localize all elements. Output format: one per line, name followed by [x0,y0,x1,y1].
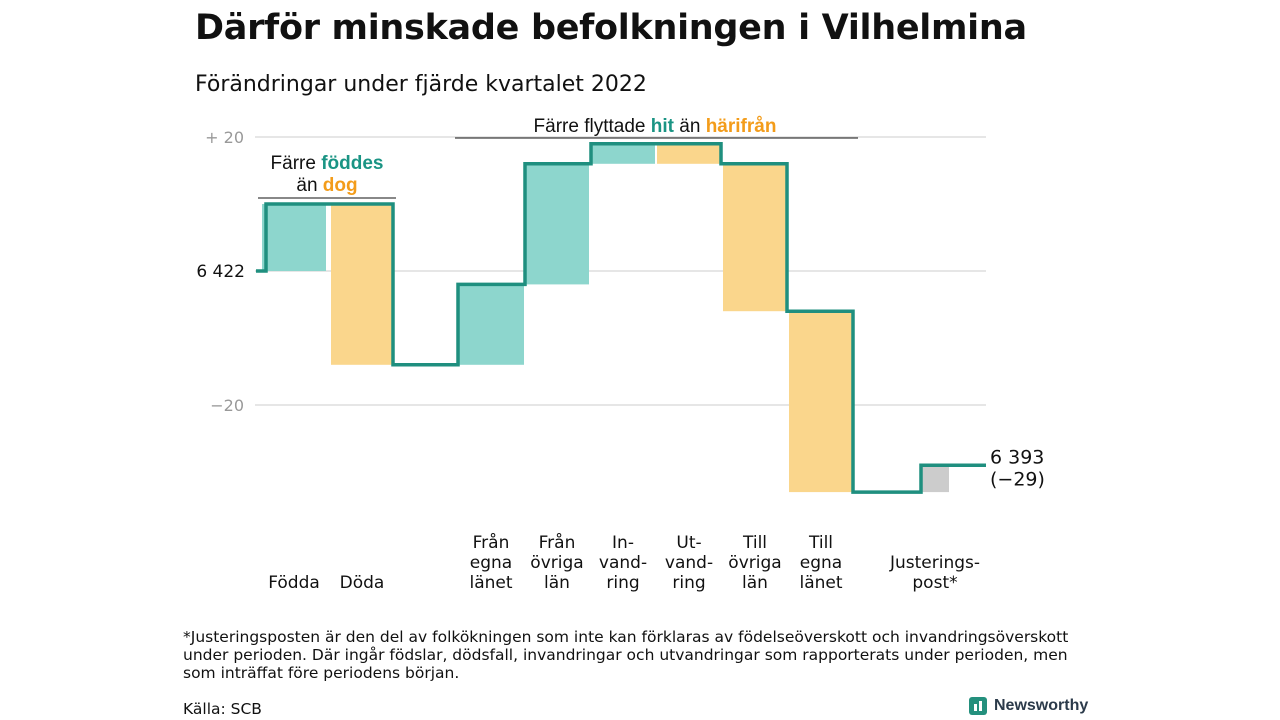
waterfall-bar [789,311,853,493]
chart-title: Därför minskade befolkningen i Vilhelmin… [195,8,1027,48]
x-category-label: övriga [728,553,781,573]
waterfall-bar [723,163,787,312]
brand-name: Newsworthy [994,697,1089,714]
cumulative-step-line [256,141,986,494]
x-category-label: Justerings- [889,553,980,573]
x-category-label: ring [606,573,639,593]
x-category-label: länet [799,573,842,593]
x-category-label: ring [672,573,705,593]
bar-chart-icon [969,697,987,715]
x-category-label: In- [612,533,634,553]
x-category-label: Till [742,533,767,553]
x-category-label: Döda [340,573,385,593]
waterfall-bar [331,204,393,365]
y-tick-label: + 20 [205,128,244,147]
x-category-label: län [742,573,768,593]
x-category-label: Ut- [676,533,701,553]
annotation-moves: Färre flyttade hit än härifrån [534,116,777,137]
source-note: Källa: SCB [183,700,262,718]
waterfall-bar [458,284,524,365]
y-tick-label: −20 [210,396,244,415]
x-category-label: Från [539,532,576,553]
waterfall-bar [262,204,326,271]
x-category-label: vand- [665,553,713,573]
x-category-label: Från [473,532,510,553]
waterfall-bar [921,465,949,493]
waterfall-bar [591,143,655,164]
waterfall-bar [657,143,721,164]
brand-logo: Newsworthy [969,697,1088,715]
end-value-label: 6 393 [990,446,1044,468]
annotation-births-line1: Färre föddes [271,153,384,174]
footnote: *Justeringsposten är den del av folkökni… [183,628,1069,682]
x-category-label: Till [808,533,833,553]
x-category-label: egna [470,553,512,573]
annotation-births-line2: än dog [296,175,357,196]
x-category-label: övriga [530,553,583,573]
x-category-label: egna [800,553,842,573]
x-category-label: Födda [268,573,320,593]
end-change-label: (−29) [990,468,1045,490]
start-value-label: 6 422 [196,262,245,282]
chart-subtitle: Förändringar under fjärde kvartalet 2022 [195,72,647,97]
waterfall-bar [525,163,589,285]
x-category-label: post* [912,573,957,593]
x-category-label: län [544,573,570,593]
x-category-label: vand- [599,553,647,573]
x-category-label: länet [469,573,512,593]
